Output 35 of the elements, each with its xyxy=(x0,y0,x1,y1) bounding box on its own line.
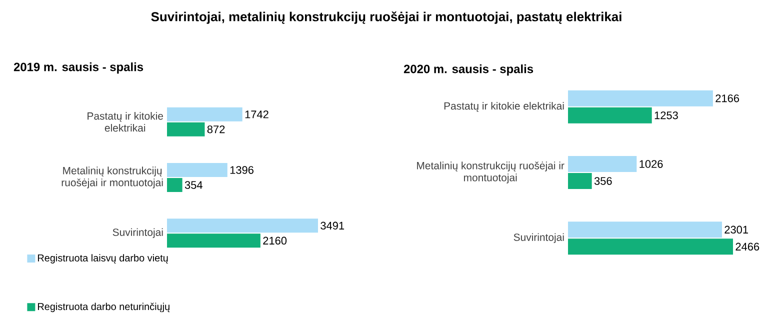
y-tick-label: Pastatų ir kitokie elektrikai xyxy=(444,102,564,112)
y-tick-label: Metalinių konstrukcijų ruošėjai ir montuotojai xyxy=(417,162,564,184)
text: 2020 m. sausis - spalis xyxy=(404,64,534,76)
bar xyxy=(167,218,318,233)
bar xyxy=(568,156,637,172)
chart-subtitle: 2019 m. sausis - spalis xyxy=(14,62,144,74)
data-label: 2466 xyxy=(736,242,760,251)
data-label: 872 xyxy=(207,125,225,134)
data-label: 2301 xyxy=(724,226,748,234)
y-tick-label: Pastatų ir kitokie elektrikai xyxy=(88,112,163,132)
data-label: 1253 xyxy=(654,111,678,120)
bar xyxy=(568,238,734,255)
bar xyxy=(568,173,592,189)
data-label: 2160 xyxy=(263,236,287,245)
legend-label: Registruota laisvų darbo vietų xyxy=(38,254,168,264)
y-tick-label: Suvirintojai xyxy=(514,233,564,244)
bar xyxy=(167,107,242,122)
bar xyxy=(167,234,260,248)
data-label: 3491 xyxy=(320,222,344,230)
legend-label: Registruota darbo neturinčiųjų xyxy=(38,302,170,312)
bar xyxy=(568,222,722,238)
bar xyxy=(568,107,652,124)
y-tick-label: Suvirintojai xyxy=(112,228,163,238)
bar xyxy=(167,163,228,177)
data-label: 1396 xyxy=(230,166,254,174)
data-label: 1742 xyxy=(245,110,268,118)
bar xyxy=(568,90,713,106)
bar xyxy=(167,122,205,136)
data-label: 354 xyxy=(184,181,202,189)
bar xyxy=(167,178,182,192)
y-tick-label: Metalinių konstrukcijų ruošėjai ir montuotojai xyxy=(62,166,163,188)
data-label: 1026 xyxy=(640,160,663,168)
data-label: 356 xyxy=(594,177,612,185)
data-label: 2166 xyxy=(716,94,740,102)
text: Suvirintojai, metalinių konstrukcijų ruošėjai ir montuotojai, pastatų elektrikai xyxy=(151,12,622,24)
